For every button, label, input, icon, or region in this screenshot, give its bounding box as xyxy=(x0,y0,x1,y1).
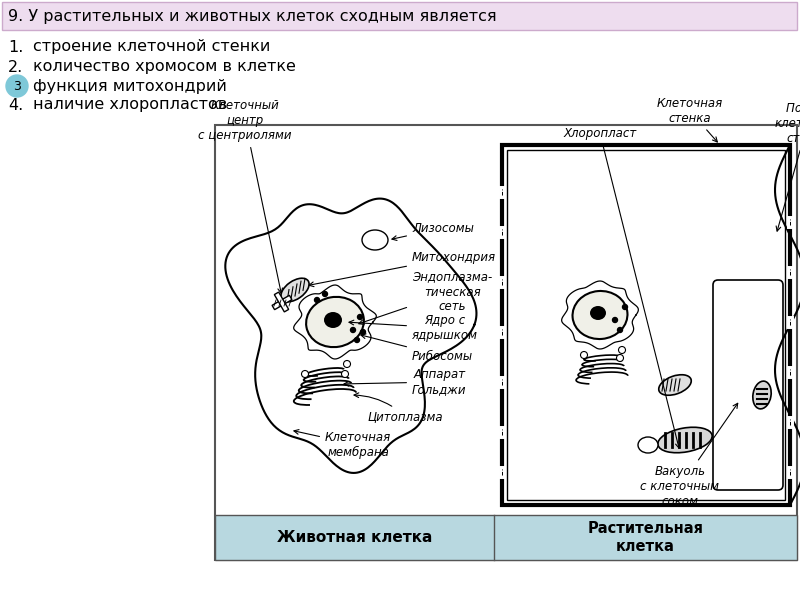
Text: Растительная
клетка: Растительная клетка xyxy=(588,521,704,554)
Text: функция митохондрий: функция митохондрий xyxy=(33,79,227,94)
FancyBboxPatch shape xyxy=(215,515,797,560)
Text: Эндоплазма-
тическая
сеть: Эндоплазма- тическая сеть xyxy=(359,271,492,325)
Ellipse shape xyxy=(590,306,606,320)
Circle shape xyxy=(622,304,627,310)
Circle shape xyxy=(613,317,618,323)
Circle shape xyxy=(361,329,366,335)
Text: Клеточный
центр
с центриолями: Клеточный центр с центриолями xyxy=(198,99,292,293)
Circle shape xyxy=(358,314,362,319)
Ellipse shape xyxy=(573,291,627,339)
Circle shape xyxy=(342,370,349,377)
FancyBboxPatch shape xyxy=(2,2,797,30)
Circle shape xyxy=(354,337,359,343)
Text: Митохондрия: Митохондрия xyxy=(309,251,496,287)
Bar xyxy=(272,295,292,310)
Ellipse shape xyxy=(324,312,342,328)
Text: 1.: 1. xyxy=(8,40,23,55)
FancyBboxPatch shape xyxy=(713,280,783,490)
Circle shape xyxy=(343,361,350,367)
Text: строение клеточной стенки: строение клеточной стенки xyxy=(33,40,270,55)
Text: Животная клетка: Животная клетка xyxy=(277,530,432,545)
Text: Клеточная
стенка: Клеточная стенка xyxy=(657,97,723,142)
Text: Вакуоль
с клеточным
соком: Вакуоль с клеточным соком xyxy=(641,403,738,508)
Bar xyxy=(507,150,785,500)
Circle shape xyxy=(617,355,623,361)
Ellipse shape xyxy=(281,278,309,302)
Text: 3: 3 xyxy=(13,79,21,92)
FancyBboxPatch shape xyxy=(215,125,797,560)
Text: количество хромосом в клетке: количество хромосом в клетке xyxy=(33,59,296,74)
Text: 2.: 2. xyxy=(8,59,23,74)
Text: Клеточная
мембрана: Клеточная мембрана xyxy=(294,430,391,459)
Text: Хлоропласт: Хлоропласт xyxy=(563,127,680,448)
Ellipse shape xyxy=(658,427,712,453)
Text: Поры в
клеточной
стенке: Поры в клеточной стенке xyxy=(775,102,800,231)
Ellipse shape xyxy=(638,437,658,453)
Bar xyxy=(502,145,790,505)
Ellipse shape xyxy=(658,375,691,395)
Ellipse shape xyxy=(306,297,364,347)
Circle shape xyxy=(302,370,309,377)
Text: 4.: 4. xyxy=(8,97,23,113)
Text: 9. У растительных и животных клеток сходным является: 9. У растительных и животных клеток сход… xyxy=(8,8,497,23)
Circle shape xyxy=(618,346,626,353)
Circle shape xyxy=(6,75,28,97)
Text: Цитоплазма: Цитоплазма xyxy=(354,393,444,424)
Text: Рибосомы: Рибосомы xyxy=(361,334,473,362)
Circle shape xyxy=(314,298,319,302)
Circle shape xyxy=(350,328,355,332)
Circle shape xyxy=(581,352,587,358)
Text: Лизосомы: Лизосомы xyxy=(392,221,474,241)
Text: Аппарат
Гольджи: Аппарат Гольджи xyxy=(344,368,466,396)
Bar xyxy=(274,292,289,312)
Circle shape xyxy=(618,328,622,332)
Text: наличие хлоропластов: наличие хлоропластов xyxy=(33,97,227,113)
Circle shape xyxy=(322,292,327,296)
Text: Ядро с
ядрышком: Ядро с ядрышком xyxy=(349,314,478,342)
Ellipse shape xyxy=(362,230,388,250)
Ellipse shape xyxy=(753,381,771,409)
